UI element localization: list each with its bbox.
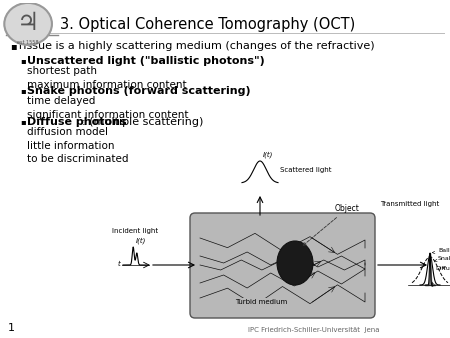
- Text: Object: Object: [303, 204, 360, 246]
- Text: time delayed
significant information content: time delayed significant information con…: [27, 96, 189, 120]
- Text: : (multiple scattering): : (multiple scattering): [82, 117, 203, 127]
- Text: Snake photons (forward scattering): Snake photons (forward scattering): [27, 86, 251, 96]
- Text: ▪: ▪: [10, 41, 17, 51]
- Text: diffusion model
little information
to be discriminated: diffusion model little information to be…: [27, 127, 129, 164]
- Text: Incident light: Incident light: [112, 228, 158, 234]
- Text: Diffuse: Diffuse: [435, 266, 450, 270]
- Text: Tissue is a highly scattering medium (changes of the refractive): Tissue is a highly scattering medium (ch…: [17, 41, 374, 51]
- Text: Diffuse photons: Diffuse photons: [27, 117, 126, 127]
- Circle shape: [4, 3, 52, 45]
- Text: 3. Optical Coherence Tomography (OCT): 3. Optical Coherence Tomography (OCT): [60, 17, 355, 32]
- Text: shortest path
maximum information content: shortest path maximum information conten…: [27, 66, 187, 90]
- Text: Scattered light: Scattered light: [280, 167, 332, 173]
- Text: ▪: ▪: [20, 117, 26, 126]
- Text: est 1558: est 1558: [18, 40, 39, 45]
- Text: Snake: Snake: [435, 257, 450, 262]
- Text: t: t: [430, 282, 433, 288]
- Text: Turbid medium: Turbid medium: [235, 299, 287, 305]
- Text: ▪: ▪: [20, 86, 26, 95]
- Text: I(t): I(t): [263, 151, 274, 158]
- Text: t: t: [117, 261, 120, 267]
- Text: ▪: ▪: [20, 56, 26, 65]
- Text: 1: 1: [8, 323, 15, 333]
- Text: Transmitted light: Transmitted light: [380, 201, 439, 207]
- Ellipse shape: [277, 241, 313, 285]
- Text: Unscattered light ("ballistic photons"): Unscattered light ("ballistic photons"): [27, 56, 265, 66]
- Text: IPC Friedrich-Schiller-Universität  Jena: IPC Friedrich-Schiller-Universität Jena: [248, 327, 380, 333]
- Text: ♃: ♃: [17, 10, 39, 34]
- Text: Ballistic: Ballistic: [432, 248, 450, 254]
- Text: I(t): I(t): [136, 237, 146, 243]
- FancyBboxPatch shape: [190, 213, 375, 318]
